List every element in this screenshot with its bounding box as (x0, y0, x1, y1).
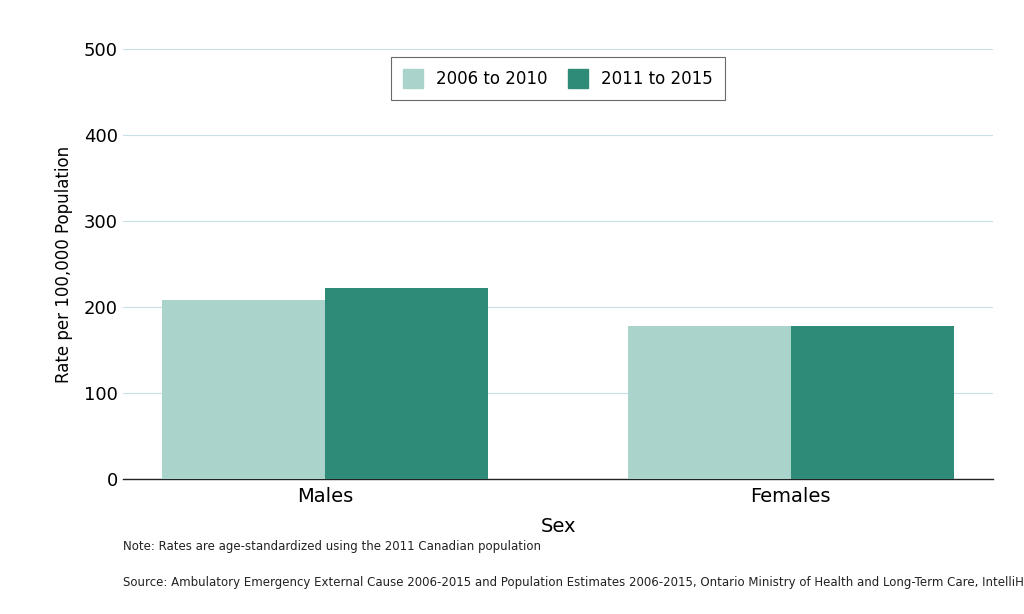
Y-axis label: Rate per 100,000 Population: Rate per 100,000 Population (55, 146, 73, 383)
Bar (791, 326, 953, 479)
X-axis label: Sex: Sex (541, 518, 575, 537)
Text: Source: Ambulatory Emergency External Cause 2006-2015 and Population Estimates 2: Source: Ambulatory Emergency External Ca… (123, 577, 1024, 589)
Bar (326, 288, 488, 479)
Legend: 2006 to 2010, 2011 to 2015: 2006 to 2010, 2011 to 2015 (391, 58, 725, 100)
Text: Note: Rates are age-standardized using the 2011 Canadian population: Note: Rates are age-standardized using t… (123, 540, 541, 553)
Bar (628, 326, 791, 479)
Bar (163, 300, 326, 479)
